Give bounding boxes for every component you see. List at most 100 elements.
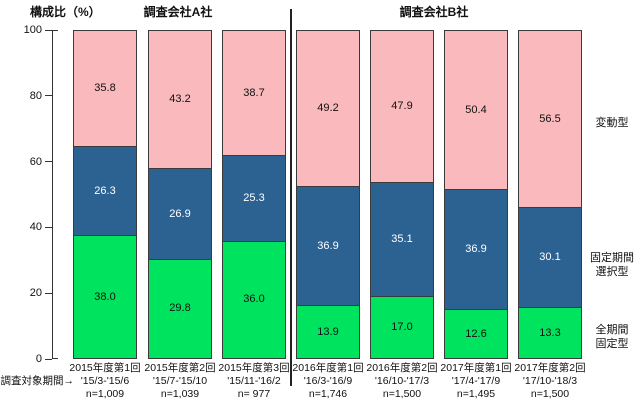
y-tick-label: 80: [29, 89, 42, 102]
legend-label-line: 全期間: [595, 323, 629, 336]
bar-segment: 13.3: [519, 307, 581, 358]
segment-value-label: 36.0: [243, 293, 265, 306]
stacked-bar-3: 38.7 25.3 36.0: [222, 30, 286, 359]
bar-segment: 26.3: [74, 146, 136, 236]
x-category-period: '15/7-'15/10: [152, 375, 208, 387]
x-axis-prefix-label: 調査対象期間→: [0, 375, 75, 387]
segment-value-label: 26.9: [169, 207, 191, 220]
segment-value-label: 12.6: [465, 327, 487, 340]
legend-label-line: 固定型: [595, 337, 629, 350]
legend-label: 全期間 固定型: [584, 323, 640, 351]
x-category-label: 2015年度第2回 '15/7-'15/10 n=1,039: [144, 362, 215, 401]
x-category-label: 2017年度第2回 '17/10-'18/3 n=1,500: [514, 362, 585, 401]
group-header-company-a: 調査会社A社: [143, 5, 213, 19]
y-tick-label: 0: [35, 353, 42, 365]
segment-value-label: 49.2: [317, 101, 339, 114]
x-category-period: '16/3-'16/9: [303, 375, 353, 387]
bar-segment: 47.9: [371, 31, 433, 182]
x-category-period: '15/3-'15/6: [80, 375, 130, 387]
stacked-bar-5: 47.9 35.1 17.0: [370, 30, 434, 359]
y-tick-label: 100: [23, 24, 42, 36]
segment-value-label: 13.9: [317, 325, 339, 338]
segment-value-label: 35.1: [391, 233, 413, 246]
segment-value-label: 36.9: [317, 239, 339, 252]
segment-value-label: 47.9: [391, 99, 413, 112]
bar-segment: 25.3: [223, 155, 285, 241]
x-category-n: n=1,746: [308, 388, 348, 400]
bar-segment: 12.6: [445, 309, 507, 358]
stacked-bar-4: 49.2 36.9 13.9: [296, 30, 360, 359]
stacked-bar-2: 43.2 26.9 29.8: [148, 30, 212, 359]
segment-value-label: 29.8: [169, 302, 191, 315]
legend-label: 固定期間 選択型: [584, 251, 640, 279]
bar-segment: 35.1: [371, 181, 433, 297]
bar-segment: 56.5: [519, 31, 581, 208]
bar-segment: 36.9: [445, 189, 507, 310]
x-category-round: 2015年度第1回: [69, 362, 141, 374]
bar-segment: 38.0: [74, 235, 136, 358]
segment-value-label: 50.4: [465, 103, 487, 116]
bar-segment: 17.0: [371, 296, 433, 358]
x-category-period: '15/11-'16/2: [227, 375, 281, 387]
x-category-period: '17/10-'18/3: [522, 375, 578, 387]
legend-label-line: 固定期間: [590, 252, 634, 265]
bar-segment: 49.2: [297, 31, 359, 186]
y-tick-mark: [45, 95, 52, 97]
x-category-n: n=1,009: [85, 388, 125, 400]
y-tick-mark: [45, 358, 52, 360]
bar-segment: 13.9: [297, 305, 359, 358]
x-category-n: n=1,039: [160, 388, 200, 400]
x-category-round: 2015年度第2回: [144, 362, 216, 374]
x-category-round: 2015年度第3回: [218, 362, 290, 374]
segment-value-label: 25.3: [243, 191, 265, 204]
y-tick-label: 40: [29, 221, 42, 234]
segment-value-label: 38.0: [94, 290, 116, 303]
legend-label: 変動型: [584, 116, 640, 130]
group-divider-line: [290, 9, 292, 386]
x-category-label: 2017年度第1回 '17/4-'17/9 n=1,495: [440, 362, 511, 401]
segment-value-label: 30.1: [539, 251, 561, 264]
group-header-company-b: 調査会社B社: [399, 5, 469, 19]
stacked-bar-1: 35.8 26.3 38.0: [73, 30, 137, 359]
y-tick-mark: [45, 161, 52, 163]
x-category-period: '17/4-'17/9: [451, 375, 501, 387]
segment-value-label: 26.3: [94, 184, 116, 197]
stacked-bar-7: 56.5 30.1 13.3: [518, 30, 582, 359]
x-category-period: '16/10-'17/3: [374, 375, 430, 387]
bar-segment: 29.8: [149, 258, 211, 358]
y-axis-top-cap: [52, 30, 58, 31]
bar-segment: 35.8: [74, 31, 136, 147]
x-category-n: n=1,500: [382, 388, 422, 400]
y-tick-label: 60: [29, 155, 42, 168]
segment-value-label: 56.5: [539, 112, 561, 125]
bar-segment: 30.1: [519, 207, 581, 308]
y-axis-line: [52, 30, 53, 359]
stacked-bar-6: 50.4 36.9 12.6: [444, 30, 508, 359]
bar-segment: 38.7: [223, 31, 285, 155]
segment-value-label: 43.2: [169, 93, 191, 106]
legend-label-line: 選択型: [595, 266, 629, 279]
x-category-label: 2016年度第2回 '16/10-'17/3 n=1,500: [366, 362, 437, 401]
x-category-label: 2016年度第1回 '16/3-'16/9 n=1,746: [292, 362, 363, 401]
x-category-round: 2017年度第2回: [514, 362, 586, 374]
bar-segment: 26.9: [149, 168, 211, 259]
y-tick-mark: [45, 292, 52, 294]
y-tick-mark: [45, 29, 52, 31]
y-axis-title: 構成比（%）: [30, 5, 101, 19]
x-category-n: n=1,495: [456, 388, 496, 400]
segment-value-label: 13.3: [539, 326, 561, 339]
y-tick-mark: [45, 226, 52, 228]
x-category-round: 2017年度第1回: [440, 362, 512, 374]
bar-segment: 43.2: [149, 31, 211, 169]
y-tick-label: 20: [29, 287, 42, 300]
bar-segment: 36.9: [297, 185, 359, 306]
x-category-n: n=1,500: [530, 388, 570, 400]
segment-value-label: 35.8: [94, 82, 116, 95]
x-category-label: 2015年度第3回 '15/11-'16/2 n= 977: [218, 362, 289, 401]
bar-segment: 36.0: [223, 240, 285, 358]
x-category-n: n= 977: [237, 388, 271, 400]
x-category-round: 2016年度第1回: [292, 362, 364, 374]
x-category-round: 2016年度第2回: [366, 362, 438, 374]
segment-value-label: 36.9: [465, 243, 487, 256]
